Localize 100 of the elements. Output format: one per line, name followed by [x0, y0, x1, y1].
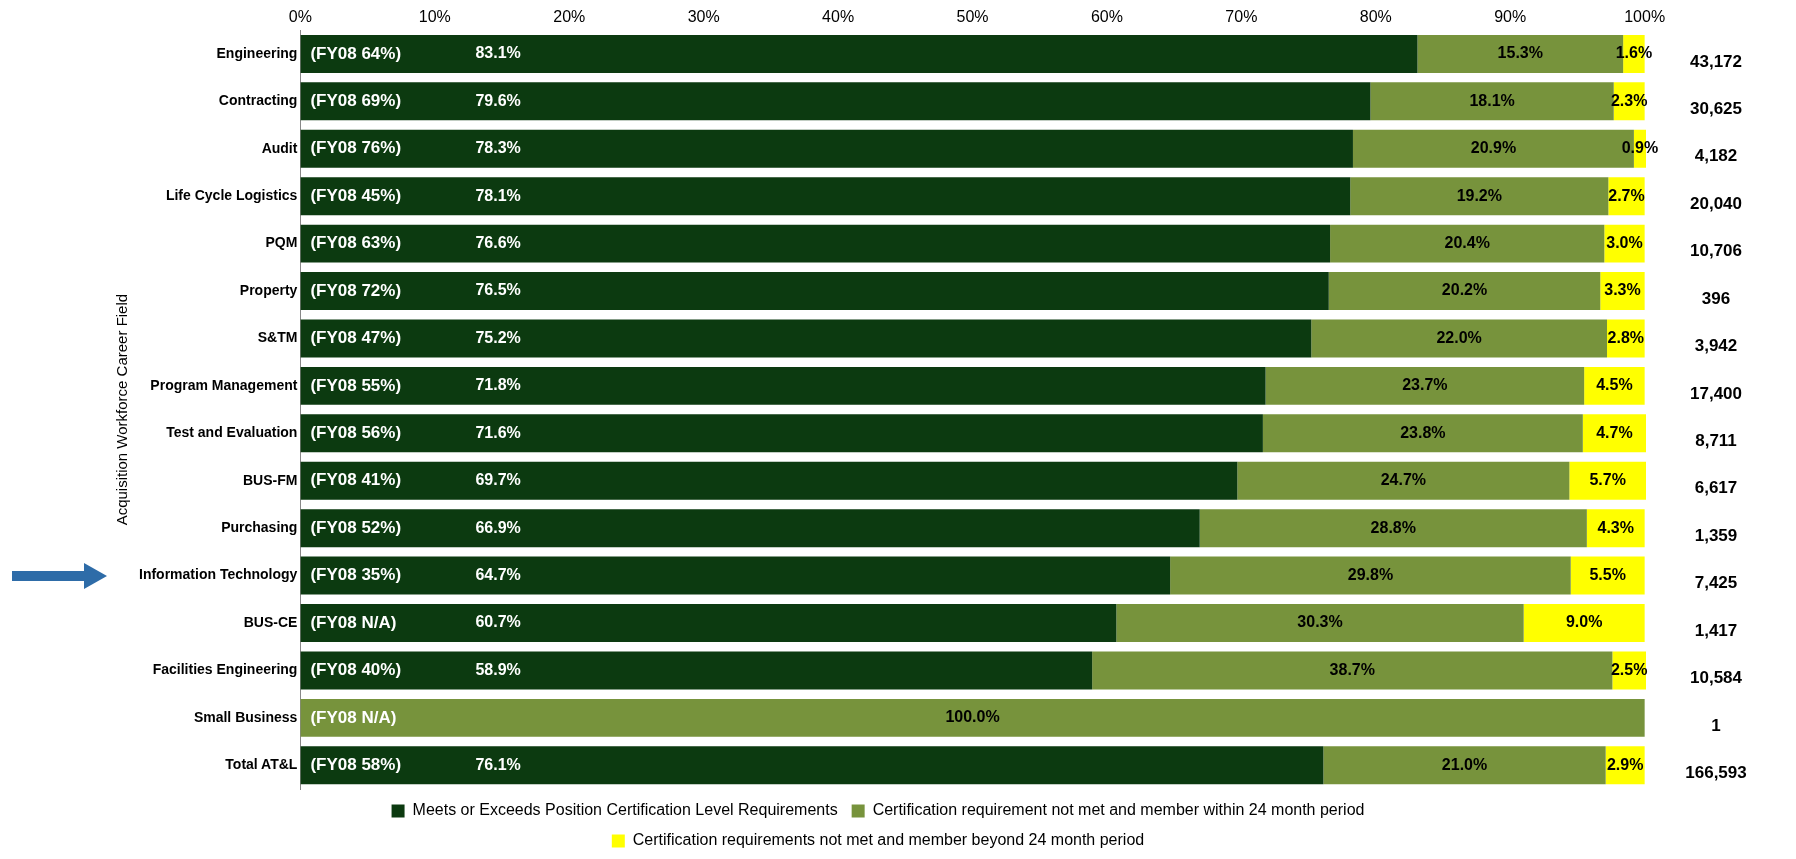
data-label: 22.0%	[1436, 328, 1482, 346]
bar	[1116, 604, 1524, 642]
bar	[1523, 604, 1645, 642]
data-label: 15.3%	[1497, 44, 1543, 62]
data-label: 28.8%	[1370, 518, 1416, 536]
data-label: 38.7%	[1329, 660, 1375, 678]
annotation: (FY08 72%)	[310, 280, 402, 300]
text: 43,172	[1690, 51, 1742, 71]
data-label: 4.5%	[1596, 376, 1633, 394]
annotation: (FY08 69%)	[310, 91, 402, 111]
bar	[300, 414, 1263, 453]
y-tick-label: PQM	[265, 234, 298, 251]
bar	[1330, 224, 1605, 263]
data-label: 58.9%	[475, 660, 521, 678]
data-label: 30.3%	[1297, 613, 1343, 631]
bar	[300, 461, 1238, 500]
text: 4,182	[1694, 146, 1738, 166]
bar	[300, 319, 1312, 358]
data-label: 20.9%	[1470, 139, 1517, 157]
y-tick-label: Engineering	[216, 44, 298, 61]
data-label: 3.0%	[1606, 234, 1643, 252]
bar	[300, 556, 1171, 595]
y-tick-label: Audit	[261, 139, 298, 156]
bar	[300, 177, 1351, 216]
bar	[1582, 414, 1646, 453]
annotation: (FY08 45%)	[310, 185, 402, 205]
y-tick-label: Life Cycle Logistics	[165, 187, 298, 204]
data-label: 18.1%	[1469, 91, 1515, 109]
text: 1,359	[1694, 525, 1738, 545]
annotation: (FY08 52%)	[310, 517, 402, 537]
text: 166,593	[1685, 762, 1747, 782]
y-tick-label: Test and Evaluation	[166, 424, 298, 441]
x-tick-label: 10%	[418, 8, 451, 26]
data-label: 19.2%	[1456, 186, 1502, 204]
data-label: 76.6%	[475, 234, 521, 252]
bar	[1199, 509, 1587, 548]
y-axis-title: Acquisition Workforce Career Field	[113, 293, 131, 526]
data-label: 78.1%	[475, 186, 521, 204]
bar	[1569, 461, 1646, 500]
data-label: 76.5%	[475, 281, 521, 299]
annotation: (FY08 55%)	[310, 375, 402, 395]
data-label: 64.7%	[475, 565, 521, 583]
data-label: 5.5%	[1589, 565, 1626, 583]
annotation: (FY08 35%)	[310, 565, 402, 585]
bar	[1328, 272, 1601, 311]
legend-label: Meets or Exceeds Position Certification Level Requirements	[412, 801, 838, 819]
text: 1,417	[1694, 620, 1738, 640]
annotation: (FY08 41%)	[310, 470, 402, 490]
data-label: 78.3%	[475, 139, 521, 157]
text: 20,040	[1690, 193, 1742, 213]
data-label: 5.7%	[1589, 471, 1626, 489]
data-label: 29.8%	[1347, 565, 1394, 583]
text: 10,706	[1690, 241, 1742, 261]
bar	[1311, 319, 1608, 358]
text: 3,942	[1694, 336, 1738, 356]
bar	[300, 604, 1117, 642]
legend-label: Certification requirements not met and member beyond 24 month period	[632, 831, 1145, 849]
annotation: (FY08 40%)	[310, 660, 402, 680]
bar	[300, 272, 1329, 311]
annotation: (FY08 76%)	[310, 138, 402, 158]
text: 10,584	[1690, 668, 1743, 688]
text: 17,400	[1690, 383, 1742, 403]
text: 396	[1701, 288, 1731, 308]
x-tick-label: 0%	[288, 8, 312, 26]
bar	[1170, 556, 1571, 595]
x-tick-label: 70%	[1225, 8, 1258, 26]
data-label: 66.9%	[475, 518, 521, 536]
bar	[300, 366, 1266, 405]
y-tick-label: Program Management	[150, 376, 298, 393]
x-tick-label: 40%	[822, 8, 855, 26]
text: 30,625	[1690, 99, 1742, 119]
annotation: (FY08 56%)	[310, 423, 402, 442]
x-tick-label: 90%	[1494, 8, 1527, 26]
bar	[300, 651, 1093, 690]
data-label: 23.7%	[1402, 376, 1448, 394]
text: 8,711	[1695, 431, 1737, 450]
legend-label: Certification requirement not met and member within 24 month period	[872, 801, 1365, 819]
x-tick-label: 20%	[553, 8, 586, 26]
annotation: (FY08 47%)	[310, 328, 402, 348]
data-label: 76.1%	[475, 755, 521, 773]
data-label: 20.2%	[1441, 281, 1488, 299]
y-tick-label: Property	[239, 281, 298, 298]
annotation: (FY08 63%)	[310, 233, 402, 253]
bar	[1323, 746, 1606, 785]
y-tick-label: S&TM	[257, 329, 298, 346]
bar	[1237, 461, 1570, 500]
bar	[300, 698, 1645, 737]
data-label: 21.0%	[1441, 755, 1488, 773]
bar	[300, 34, 1418, 73]
bar	[300, 82, 1371, 121]
y-tick-label: Purchasing	[221, 519, 298, 536]
data-label: 60.7%	[475, 613, 521, 631]
x-tick-label: 100%	[1624, 8, 1666, 26]
y-tick-label: Contracting	[218, 92, 298, 109]
bar	[1265, 366, 1585, 405]
x-tick-label: 30%	[687, 8, 720, 26]
x-tick-label: 80%	[1359, 8, 1392, 26]
data-label: 2.9%	[1606, 755, 1644, 773]
data-label: 71.8%	[475, 376, 521, 394]
data-label: 2.7%	[1608, 186, 1645, 204]
